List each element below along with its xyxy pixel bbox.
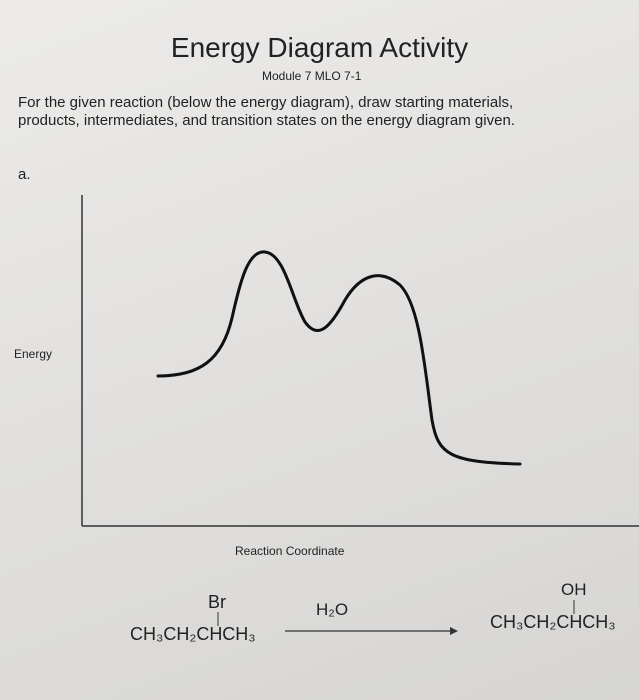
energy-curve: [156, 250, 522, 466]
reactant: CH₃CH₂CHCH₃: [130, 624, 256, 644]
instruction-line: For the given reaction (below the energy…: [18, 94, 514, 111]
reactant-substituent: Br: [208, 592, 226, 612]
title: Energy Diagram Activity: [170, 32, 469, 63]
x-axis-label: Reaction Coordinate: [235, 544, 345, 558]
product: CH₃CH₂CHCH₃: [490, 612, 616, 632]
instruction-line: products, intermediates, and transition …: [18, 112, 515, 129]
part-label: a.: [18, 166, 31, 183]
subtitle: Module 7 MLO 7-1: [262, 69, 362, 83]
arrow-head: [450, 627, 458, 635]
product-substituent: OH: [561, 580, 587, 599]
reagent: H₂O: [316, 600, 349, 619]
y-axis-label: Energy: [14, 347, 53, 361]
